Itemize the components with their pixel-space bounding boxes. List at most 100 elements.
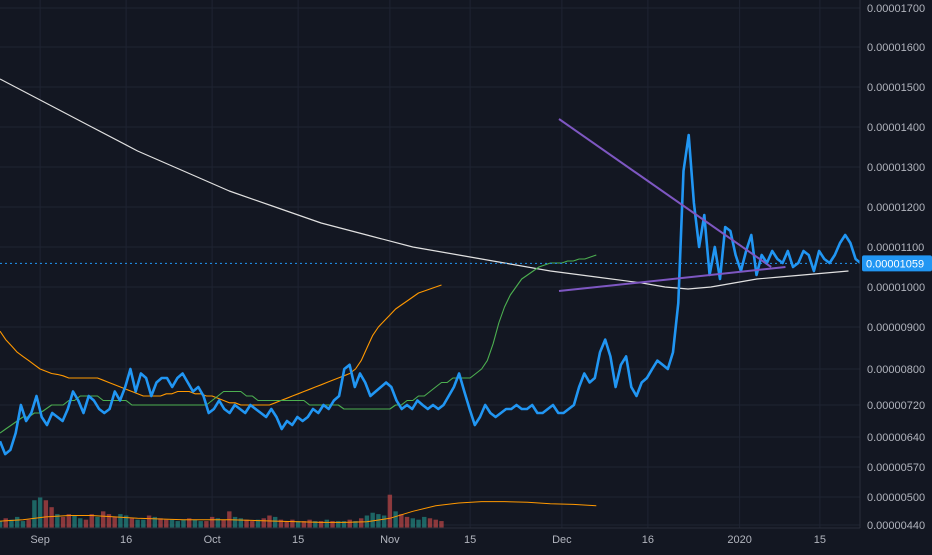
volume-bar: [393, 511, 398, 528]
volume-bar: [141, 519, 146, 528]
volume-bars: [0, 494, 597, 528]
time-axis-label: 16: [642, 534, 654, 546]
price-axis-panel[interactable]: [860, 0, 932, 550]
volume-bar: [32, 500, 37, 528]
time-axis-label: 15: [464, 534, 476, 546]
price-axis-label: 0.00000500: [867, 492, 925, 504]
volume-bar: [123, 515, 129, 528]
volume-bar: [49, 507, 54, 528]
volume-bar: [89, 514, 94, 528]
volume-bar: [324, 519, 329, 528]
volume-bar: [55, 514, 60, 528]
price-axis-label: 0.00001200: [867, 202, 925, 214]
volume-bar: [381, 515, 387, 528]
volume-bar: [416, 519, 421, 528]
price-axis-label: 0.00001300: [867, 162, 925, 174]
volume-bar: [439, 521, 444, 528]
volume-bar: [404, 516, 410, 528]
volume-bar: [330, 521, 335, 528]
volume-bar: [221, 519, 226, 528]
volume-bar: [3, 518, 8, 528]
volume-bar: [255, 519, 261, 528]
time-axis-label: 2020: [727, 534, 751, 546]
volume-bar: [313, 521, 318, 528]
volume-bar: [301, 521, 307, 528]
volume-bar: [261, 518, 266, 528]
volume-bar: [15, 516, 20, 528]
volume-bar: [129, 518, 135, 528]
price-axis-label: 0.00000440: [867, 520, 925, 532]
trendline[interactable]: [558, 266, 786, 292]
volume-bar: [198, 521, 203, 528]
time-axis-label: Oct: [204, 534, 221, 546]
ema-mid-line: [0, 284, 442, 406]
volume-bar: [359, 518, 364, 528]
volume-bar: [146, 515, 152, 528]
price-line: [0, 133, 862, 456]
price-axis-label: 0.00000800: [867, 364, 925, 376]
price-axis-label: 0.00000900: [867, 322, 925, 334]
volume-bar: [118, 514, 123, 528]
volume-bar: [95, 516, 100, 528]
volume-bar: [37, 497, 43, 528]
volume-bar: [290, 519, 295, 528]
volume-bar: [387, 494, 393, 528]
trendline[interactable]: [558, 118, 772, 268]
price-axis-label: 0.00001400: [867, 122, 925, 134]
last-price-badge: [862, 255, 932, 272]
volume-bar: [307, 519, 312, 528]
volume-bar: [347, 519, 352, 528]
volume-bar: [273, 516, 278, 528]
price-axis-label: 0.00001000: [867, 282, 925, 294]
time-axis-label: Sep: [30, 534, 50, 546]
volume-bar: [427, 518, 433, 528]
price-axis-label: 0.00001100: [867, 242, 924, 254]
trendlines: [558, 118, 786, 292]
volume-bar: [158, 518, 163, 528]
volume-bar: [370, 512, 375, 528]
price-axis-label: 0.00001600: [867, 42, 925, 54]
volume-bar: [192, 519, 198, 528]
price-axis-label: 0.00001500: [867, 82, 925, 94]
time-axis-label: Dec: [552, 534, 572, 546]
last-price-label: 0.00001059: [866, 258, 924, 270]
volume-bar: [267, 515, 272, 528]
price-axis-labels: 0.00001700 0.00001600 0.00001500 0.00001400…: [867, 3, 925, 532]
volume-bar: [353, 521, 358, 528]
volume-bar: [60, 516, 66, 528]
volume-bar: [187, 518, 192, 528]
time-axis-label: Nov: [380, 534, 400, 546]
volume-bar: [204, 521, 209, 528]
volume-bar: [106, 514, 112, 528]
volume-bar: [433, 519, 438, 528]
time-axis-label: 15: [292, 534, 304, 546]
price-axis-label: 0.00000720: [867, 400, 925, 412]
volume-bar: [278, 519, 284, 528]
volume-bar: [232, 516, 238, 528]
volume-bar: [399, 514, 404, 528]
time-axis-label: 16: [120, 534, 132, 546]
volume-bar: [164, 519, 169, 528]
volume-bar: [152, 516, 157, 528]
ema-fast-line: [0, 254, 597, 434]
volume-bar: [0, 521, 3, 528]
time-axis-panel[interactable]: [0, 528, 932, 550]
volume-bar: [26, 519, 31, 528]
time-axis-label: 15: [814, 534, 826, 546]
volume-bar: [175, 521, 180, 528]
volume-bar: [135, 519, 140, 528]
price-axis-label: 0.00000570: [867, 462, 925, 474]
volume-bar: [215, 518, 221, 528]
time-axis-labels: Sep 16 Oct 15 Nov 15 Dec 16 2020 15: [30, 534, 826, 546]
volume-bar: [250, 521, 255, 528]
volume-bar: [83, 519, 89, 528]
volume-bar: [78, 518, 83, 528]
volume-bar: [376, 514, 381, 528]
price-series: [0, 78, 862, 456]
volume-bar: [341, 521, 347, 528]
volume-bar: [66, 514, 71, 528]
volume-ma-line: [0, 501, 597, 523]
